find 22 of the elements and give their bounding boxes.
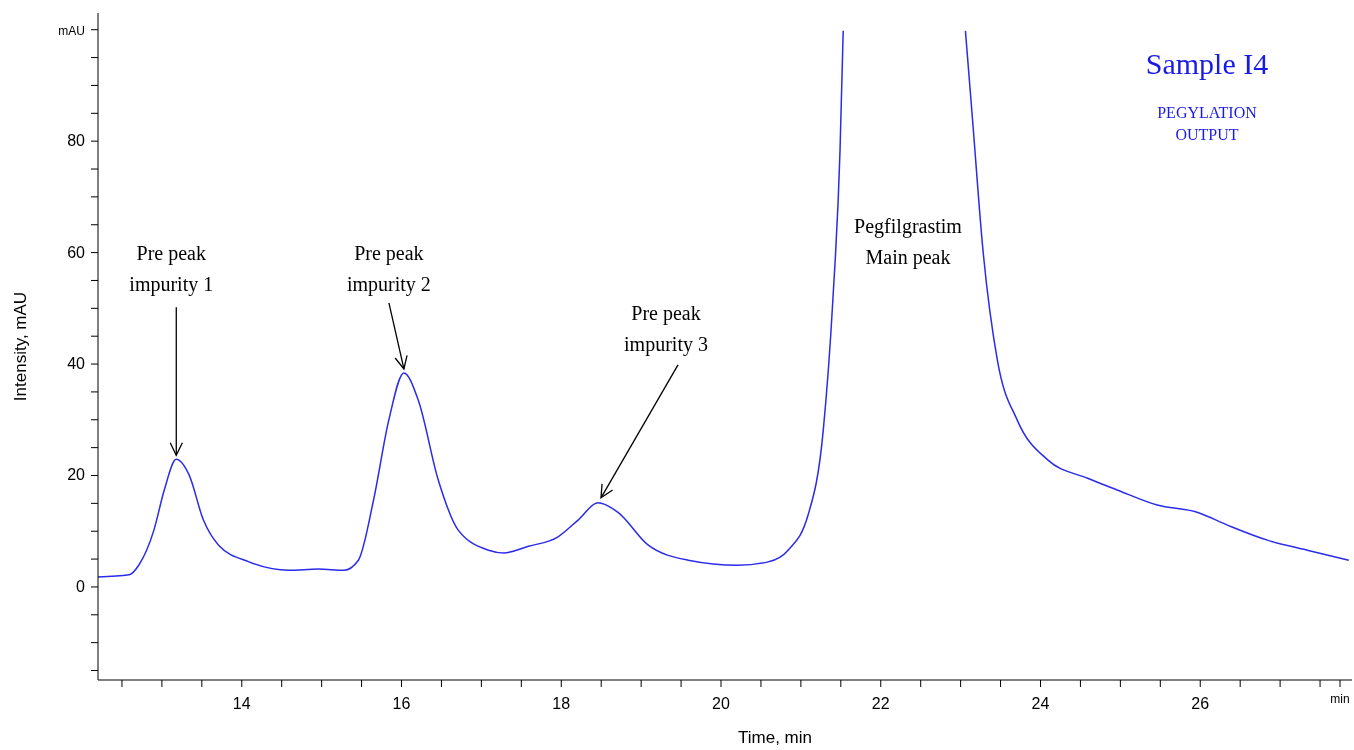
- x-tick-label: 24: [1031, 695, 1050, 712]
- x-tick-label: 20: [712, 695, 731, 712]
- annotation: Pre peak impurity 1: [129, 242, 214, 297]
- y-tick-label: 40: [67, 355, 86, 373]
- x-tick-label: 18: [552, 695, 571, 712]
- x-tick-label: min: [1330, 692, 1350, 706]
- x-axis-title: Time, min: [738, 728, 812, 747]
- text: PEGYLATION OUTPUT: [1157, 104, 1258, 143]
- x-tick-label: 22: [871, 695, 890, 712]
- y-tick-label: 20: [67, 466, 86, 484]
- y-tick-label: 0: [76, 577, 86, 595]
- x-tick-label: 16: [392, 695, 411, 712]
- y-axis-title: Intensity, mAU: [11, 291, 30, 402]
- annotation: Pre peak impurity 3: [624, 301, 708, 356]
- y-tick-label: 60: [67, 243, 86, 261]
- annotation: Pre peak impurity 2: [346, 241, 431, 296]
- annotation: Pegfilgrastim Main peak: [854, 215, 963, 269]
- y-tick-label: 80: [67, 132, 86, 150]
- x-tick-label: 26: [1191, 695, 1210, 712]
- x-tick-label: 14: [232, 695, 251, 712]
- text: Sample I4: [1145, 47, 1269, 80]
- y-tick-label: mAU: [58, 23, 85, 38]
